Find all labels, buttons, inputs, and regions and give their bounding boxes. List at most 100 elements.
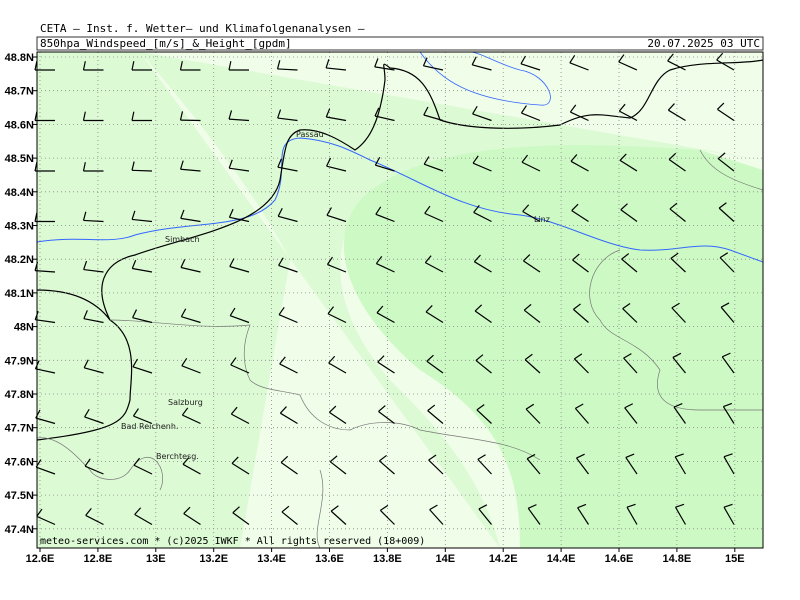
barb-staff xyxy=(477,458,492,475)
wind-barb xyxy=(722,402,735,424)
barb-flag xyxy=(277,158,282,168)
barb-flag xyxy=(422,57,428,67)
barb-staff xyxy=(425,262,444,273)
place-label: Berchtesg. xyxy=(156,452,199,461)
barb-staff xyxy=(618,61,638,71)
barb-staff xyxy=(232,512,250,525)
wind-barb xyxy=(131,161,153,172)
wind-barb xyxy=(82,211,104,223)
wind-barb xyxy=(327,306,347,324)
wind-barb xyxy=(523,254,541,273)
barb-staff xyxy=(623,357,638,374)
barb-flag xyxy=(428,454,437,461)
wind-barb xyxy=(276,60,298,71)
wind-barb xyxy=(325,108,347,122)
wind-barb xyxy=(423,106,444,122)
barb-flag xyxy=(229,307,236,316)
barb-staff xyxy=(231,413,250,425)
barb-staff xyxy=(133,415,153,425)
wind-barb xyxy=(575,453,589,475)
barb-staff xyxy=(673,406,686,424)
barb-flag xyxy=(723,503,733,508)
barb-flag xyxy=(424,255,432,263)
barb-flag xyxy=(423,156,430,165)
barb-flag xyxy=(525,403,535,410)
barb-flag xyxy=(577,503,587,509)
barb-staff xyxy=(525,408,541,424)
barb-flag xyxy=(325,108,331,118)
barb-flag xyxy=(83,310,88,319)
barb-staff xyxy=(571,210,589,223)
barb-staff xyxy=(84,367,104,374)
barb-staff xyxy=(278,264,298,273)
barb-flag xyxy=(574,353,583,360)
barb-flag xyxy=(280,455,289,463)
barb-staff xyxy=(667,60,686,71)
barb-flag xyxy=(619,153,627,161)
wind-barb xyxy=(667,103,686,122)
barb-staff xyxy=(472,162,492,172)
barb-staff xyxy=(329,411,347,424)
wind-barb xyxy=(132,309,153,324)
wind-barb xyxy=(429,504,444,525)
barb-staff xyxy=(674,456,687,475)
barb-staff xyxy=(326,214,347,223)
wind-barb xyxy=(422,57,444,71)
barb-staff xyxy=(668,159,686,172)
barb-flag xyxy=(716,52,724,61)
barb-staff xyxy=(36,515,56,526)
wind-barb xyxy=(669,202,686,222)
barb-flag xyxy=(182,457,190,465)
barb-staff xyxy=(570,160,589,172)
wind-barb xyxy=(717,102,735,121)
wind-barb xyxy=(471,56,492,71)
barb-staff xyxy=(674,506,687,525)
barb-flag xyxy=(476,404,485,411)
wind-barb xyxy=(132,358,153,374)
place-label: Simbach xyxy=(165,235,200,244)
barb-flag xyxy=(277,208,283,217)
barb-flag xyxy=(527,504,537,509)
barb-staff xyxy=(326,165,347,172)
barb-staff xyxy=(279,363,298,374)
wind-barb xyxy=(280,455,298,475)
wind-barb xyxy=(230,357,250,374)
barb-flag xyxy=(180,308,187,317)
barb-flag xyxy=(228,110,233,120)
barb-flag xyxy=(717,152,726,160)
barb-flag xyxy=(281,505,290,513)
barb-staff xyxy=(671,307,686,323)
y-axis-label: 48.2N xyxy=(5,254,34,266)
barb-flag xyxy=(620,203,628,211)
barb-flag xyxy=(473,205,480,213)
wind-barb xyxy=(476,404,492,424)
wind-barb xyxy=(378,405,395,424)
wind-barb xyxy=(131,61,152,71)
wind-barb xyxy=(424,205,444,223)
wind-barb xyxy=(279,356,298,374)
barb-staff xyxy=(619,159,638,172)
barb-flag xyxy=(230,406,238,415)
wind-barb xyxy=(131,111,152,122)
barb-staff xyxy=(83,318,104,324)
wind-barb xyxy=(668,152,686,172)
x-axis-label: 13.8E xyxy=(373,553,402,565)
wind-barb xyxy=(475,354,492,374)
y-axis-label: 48.1N xyxy=(5,288,34,300)
barb-flag xyxy=(277,109,282,119)
barb-staff xyxy=(717,158,735,172)
barb-flag xyxy=(132,408,139,417)
wind-barb xyxy=(718,202,735,222)
wind-barb xyxy=(719,252,735,273)
barb-staff xyxy=(280,412,298,425)
barb-flag xyxy=(134,507,142,515)
wind-barb xyxy=(520,55,541,71)
barb-flag xyxy=(276,60,281,70)
barb-staff xyxy=(719,257,735,273)
wind-barb xyxy=(520,105,541,122)
y-axis-label: 47.6N xyxy=(5,456,34,468)
wind-barb xyxy=(522,204,541,223)
x-axis-label: 14.6E xyxy=(605,553,634,565)
barb-staff xyxy=(573,358,589,374)
river-danube xyxy=(36,137,764,263)
